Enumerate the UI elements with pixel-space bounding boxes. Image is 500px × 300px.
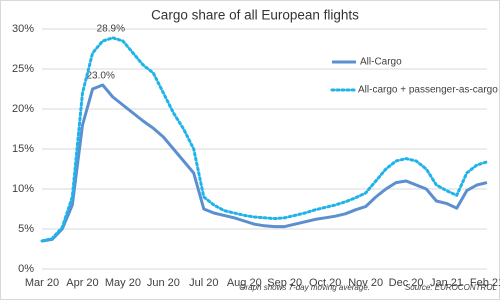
- source: Source: EUROCONTROL: [405, 283, 497, 292]
- x-tick-label: Nov 20: [348, 277, 383, 289]
- footnote: Graph shows 7-day moving average.: [239, 283, 370, 292]
- y-tick-label: 20%: [12, 103, 34, 115]
- y-tick-label: 10%: [12, 183, 34, 195]
- y-tick-label: 30%: [12, 23, 34, 35]
- data-label: 28.9%: [97, 23, 125, 34]
- y-tick-label: 0%: [18, 263, 34, 275]
- x-tick-label: Feb 21: [470, 277, 500, 289]
- legend-label: All-Cargo: [360, 57, 402, 68]
- x-tick-label: Mar 20: [25, 277, 59, 289]
- x-tick-label: Dec 20: [389, 277, 424, 289]
- legend-label: All-cargo + passenger-as-cargo: [358, 85, 498, 96]
- series-line: [41, 83, 488, 243]
- x-tick-label: Aug 20: [227, 277, 262, 289]
- data-label: 23.0%: [87, 71, 115, 82]
- chart-title: Cargo share of all European flights: [151, 8, 359, 23]
- x-tick-label: Sep 20: [267, 277, 302, 289]
- x-tick-label: Oct 20: [309, 277, 341, 289]
- x-tick-label: May 20: [105, 277, 141, 289]
- x-tick-label: Jan 21: [430, 277, 463, 289]
- x-tick-label: Jun 20: [147, 277, 180, 289]
- x-tick-label: Jul 20: [189, 277, 218, 289]
- y-tick-label: 25%: [12, 63, 34, 75]
- y-tick-label: 15%: [12, 143, 34, 155]
- series-line: [40, 36, 489, 243]
- y-tick-label: 5%: [18, 223, 34, 235]
- x-tick-label: Apr 20: [66, 277, 98, 289]
